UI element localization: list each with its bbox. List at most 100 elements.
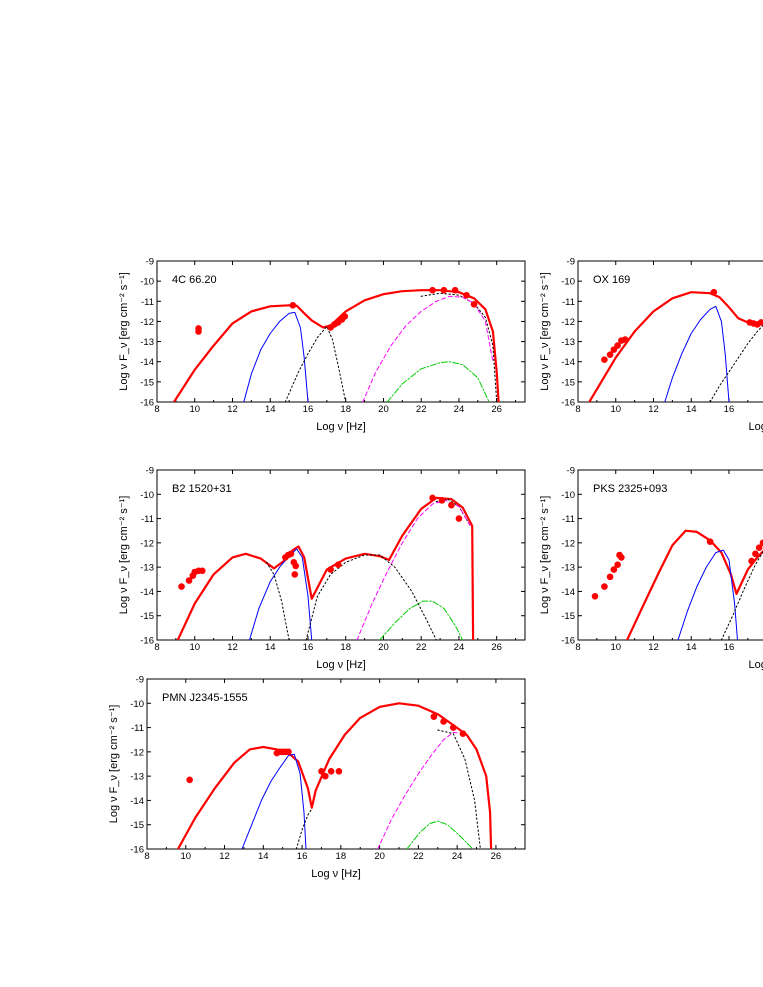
x-tick-label: 8 (575, 642, 580, 653)
data-point (752, 550, 759, 558)
model-curve-dashdot (379, 600, 464, 640)
data-point (455, 515, 463, 522)
data-point (198, 567, 206, 575)
plot-area (176, 494, 475, 640)
plot-frame (577, 469, 763, 641)
data-point (606, 351, 614, 358)
y-tick-label: -16 (561, 636, 575, 647)
model-curve-total (176, 702, 493, 849)
y-tick-label: -15 (140, 377, 154, 388)
data-point (285, 748, 292, 756)
sed-panel-1: 8 10 12 14 16 18 20 22 24 26 -16 -15 -14 -13 -12 -11 -10… (118, 257, 526, 433)
y-tick-label: -16 (140, 636, 154, 647)
plot-area (591, 529, 763, 640)
plot-area (176, 702, 493, 849)
x-tick-label: 18 (340, 404, 351, 415)
y-tick-label: -9 (136, 675, 144, 686)
data-point (185, 577, 193, 584)
x-tick-label: 12 (227, 404, 238, 415)
y-tick-label: -11 (562, 297, 575, 308)
data-point (440, 286, 448, 294)
data-point (195, 328, 202, 335)
sed-panel-3: 8 10 12 14 16 18 20 22 24 26 -16 -15 -14 -13 -12 -11 -10… (118, 466, 526, 671)
y-tick-label: -9 (567, 466, 575, 477)
x-tick-label: 12 (648, 404, 659, 415)
x-tick-label: 10 (180, 851, 191, 862)
x-tick-label: 26 (491, 404, 502, 415)
y-tick-label: -12 (140, 317, 154, 328)
panel-title: 4C 66.20 (172, 274, 217, 286)
data-point (291, 571, 299, 578)
y-tick-label: -11 (141, 514, 154, 525)
model-curve-dotted (709, 324, 763, 402)
x-tick-label: 10 (610, 404, 621, 415)
y-tick-label: -13 (140, 563, 154, 574)
y-tick-label: -13 (130, 772, 144, 783)
y-axis-label: Log ν F_ν [erg cm⁻² s⁻¹] (108, 705, 120, 824)
data-point (621, 336, 629, 343)
panel-title: PKS 2325+093 (593, 483, 667, 495)
data-point (601, 356, 608, 364)
x-tick-label: 24 (454, 404, 465, 415)
x-tick-label: 10 (189, 404, 200, 415)
plot-frame (577, 260, 763, 403)
x-tick-label: 14 (265, 642, 276, 653)
data-point (178, 583, 185, 590)
data-point (335, 767, 343, 775)
model-curve-dotted (437, 729, 481, 849)
x-axis-label: Log ν [Hz] (311, 868, 361, 880)
model-curve-total (626, 529, 763, 640)
y-axis-label: Log ν F_ν [erg cm⁻² s⁻¹] (118, 272, 130, 391)
data-point (748, 557, 755, 565)
model-curve-dashdot (386, 361, 490, 402)
model-curve-dotted (284, 326, 347, 402)
plot-area (588, 288, 763, 402)
y-tick-label: -10 (561, 490, 575, 501)
data-point (318, 767, 325, 775)
data-point (606, 573, 614, 581)
model-curve-dotted (305, 554, 437, 640)
y-axis-label: Log ν F_ν [erg cm⁻² s⁻¹] (539, 272, 551, 391)
data-point (759, 539, 763, 547)
data-point (438, 497, 446, 504)
panel-title: B2 1520+31 (172, 483, 232, 495)
y-tick-label: -9 (146, 257, 154, 268)
y-tick-label: -16 (130, 845, 144, 856)
plot-frame (156, 469, 526, 641)
x-tick-label: 18 (336, 851, 347, 862)
x-tick-label: 10 (610, 642, 621, 653)
data-point (322, 772, 329, 780)
data-point (429, 286, 436, 294)
y-tick-label: -12 (130, 747, 144, 758)
x-tick-label: 8 (154, 404, 159, 415)
data-point (440, 718, 447, 725)
x-tick-label: 16 (297, 851, 308, 862)
data-point (429, 494, 436, 502)
x-tick-label: 20 (374, 851, 385, 862)
data-point (451, 286, 459, 294)
y-tick-label: -10 (140, 490, 154, 501)
plot-frame (146, 678, 526, 850)
model-curve-synchrotron (664, 305, 730, 402)
x-tick-label: 12 (648, 642, 659, 653)
y-tick-label: -10 (140, 277, 154, 288)
data-point (287, 550, 295, 558)
x-tick-label: 16 (303, 404, 314, 415)
y-tick-label: -12 (140, 538, 154, 549)
data-point (601, 583, 608, 590)
x-axis-label: Log ν [Hz] (316, 421, 366, 433)
x-tick-label: 26 (491, 851, 502, 862)
y-tick-label: -13 (561, 563, 575, 574)
data-point (186, 776, 193, 784)
y-tick-label: -14 (561, 587, 575, 598)
x-axis-label: Log ν [Hz] (316, 659, 366, 671)
y-tick-label: -10 (130, 699, 144, 710)
y-tick-label: -11 (141, 297, 154, 308)
x-axis-label: Log ν (749, 421, 763, 433)
x-tick-label: 16 (724, 642, 735, 653)
sed-panel-2: 8 10 12 14 16 -16 -15 -14 -13 -12 -11 -10 -9 Log ν Log… (539, 257, 763, 433)
x-tick-label: 24 (454, 642, 465, 653)
data-point (327, 767, 335, 775)
x-tick-label: 26 (491, 642, 502, 653)
